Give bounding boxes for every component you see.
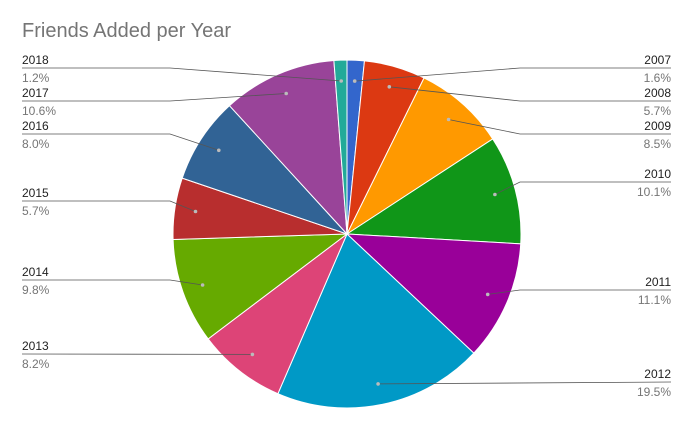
- pie-slice-2017[interactable]: [228, 59, 348, 236]
- leader-line-2007: [354, 67, 671, 82]
- leader-line-2010: [494, 181, 671, 195]
- leader-line-2012: [378, 381, 672, 385]
- pie-slice-2011[interactable]: [345, 233, 522, 354]
- leader-dot-2015: [193, 209, 198, 214]
- leader-dot-2018: [339, 79, 344, 83]
- slice-percent-2015: 5.7%: [22, 204, 50, 218]
- leader-line-2009: [448, 119, 671, 135]
- leader-dot-2012: [376, 382, 380, 386]
- leader-line-2008: [389, 86, 671, 102]
- slice-percent-2009: 8.5%: [644, 137, 672, 151]
- slice-percent-2012: 19.5%: [637, 385, 671, 399]
- slice-label-2011: 2011: [645, 275, 671, 289]
- slice-percent-2007: 1.6%: [644, 71, 672, 85]
- slice-percent-2017: 10.6%: [22, 104, 56, 118]
- slice-percent-2016: 8.0%: [22, 137, 50, 151]
- slice-label-2015: 2015: [22, 186, 49, 200]
- chart-title: Friends Added per Year: [22, 20, 232, 42]
- slice-percent-2008: 5.7%: [644, 104, 672, 118]
- leader-dot-2011: [485, 292, 490, 297]
- leader-dot-2013: [250, 352, 255, 357]
- leader-dot-2009: [446, 117, 451, 122]
- slice-label-2016: 2016: [22, 119, 49, 133]
- slice-label-2009: 2009: [644, 119, 671, 133]
- pie-slice-2010[interactable]: [345, 138, 522, 245]
- pie-slice-2013[interactable]: [207, 232, 349, 395]
- slice-label-2012: 2012: [644, 367, 671, 381]
- slice-label-2017: 2017: [22, 86, 49, 100]
- pie-slices: [172, 59, 522, 409]
- leader-dot-2008: [387, 85, 392, 89]
- slice-label-2007: 2007: [644, 53, 671, 67]
- leader-dot-2010: [493, 192, 497, 197]
- leader-line-2017: [22, 93, 287, 102]
- slice-label-2013: 2013: [22, 339, 49, 353]
- leader-dot-2017: [284, 91, 289, 96]
- leader-line-2011: [487, 289, 671, 295]
- pie-slice-2012[interactable]: [277, 233, 475, 409]
- leader-dot-2016: [217, 148, 221, 153]
- slice-label-2010: 2010: [644, 167, 671, 181]
- slice-labels: 20071.6%20085.7%20098.5%201010.1%201111.…: [22, 53, 671, 399]
- leader-lines: [21, 67, 672, 386]
- leader-line-2018: [22, 67, 342, 82]
- slice-label-2018: 2018: [22, 53, 49, 67]
- slice-label-2008: 2008: [644, 86, 671, 100]
- slice-percent-2018: 1.2%: [22, 71, 50, 85]
- slice-percent-2011: 11.1%: [638, 293, 671, 307]
- leader-dot-2007: [352, 79, 357, 83]
- slice-percent-2014: 9.8%: [22, 283, 50, 297]
- leader-line-2014: [22, 279, 203, 286]
- slice-percent-2013: 8.2%: [22, 357, 50, 371]
- slice-label-2014: 2014: [22, 265, 49, 279]
- pie-slice-2014[interactable]: [172, 233, 349, 340]
- leader-line-2016: [22, 133, 219, 151]
- pie-slice-2009[interactable]: [345, 77, 494, 236]
- leader-dot-2014: [200, 283, 205, 287]
- slice-percent-2010: 10.1%: [637, 185, 671, 199]
- pie-slice-2018[interactable]: [333, 59, 348, 235]
- leader-line-2015: [22, 200, 196, 212]
